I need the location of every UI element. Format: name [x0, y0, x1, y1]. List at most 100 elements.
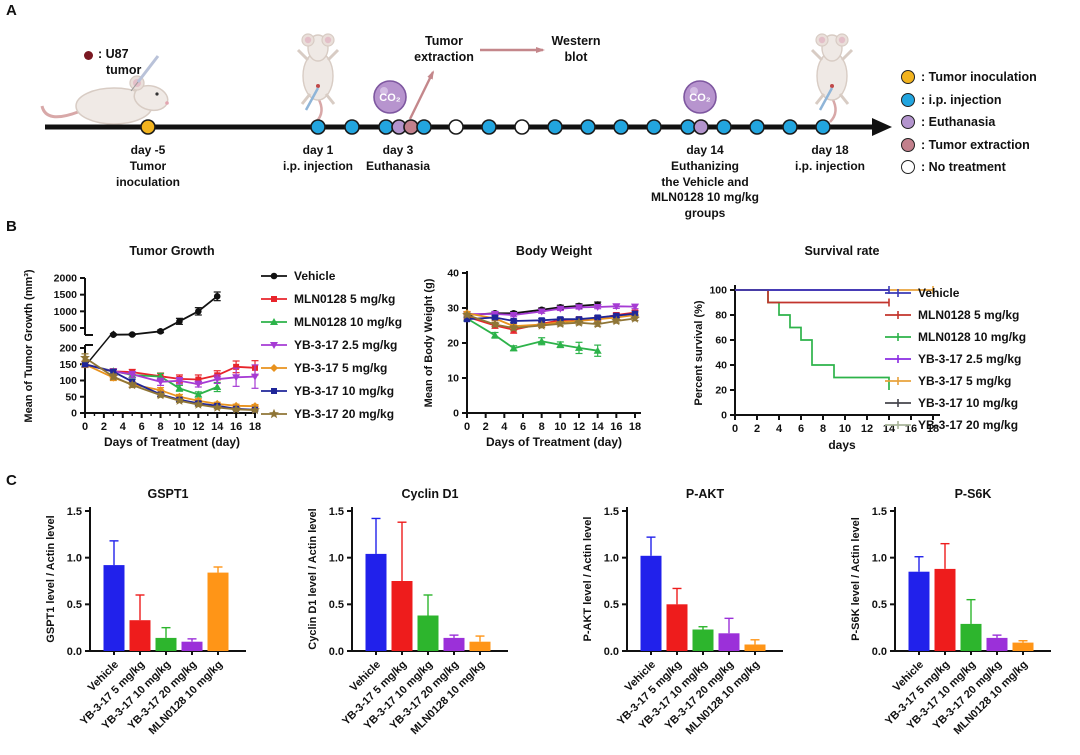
- bar-yb-3-17-20-mg-kg: [718, 617, 740, 651]
- legend-marker-censor-tick-icon: [885, 311, 911, 319]
- timeline-legend-label: : Tumor extraction: [921, 137, 1030, 152]
- legend-marker-censor-tick-icon: [885, 399, 911, 407]
- svg-text:1.5: 1.5: [329, 506, 344, 518]
- svg-text:Days of Treatment (day): Days of Treatment (day): [104, 435, 240, 449]
- svg-text:2000: 2000: [54, 273, 78, 285]
- legend-label: YB-3-17 5 mg/kg: [294, 360, 388, 375]
- svg-text:40: 40: [715, 360, 727, 372]
- u87-tumor-key: : U87 tumor: [84, 47, 141, 78]
- svg-text:8: 8: [157, 421, 163, 433]
- svg-text:16: 16: [905, 423, 917, 435]
- svg-text:Cyclin D1 level / Actin level: Cyclin D1 level / Actin level: [307, 508, 319, 649]
- svg-text:12: 12: [861, 423, 873, 435]
- legend-label: YB-3-17 10 mg/kg: [294, 383, 395, 398]
- legend-item-vehicle: Vehicle: [260, 264, 402, 287]
- western-blot-line2: blot: [564, 50, 588, 65]
- timeline-legend-item-ip-injection: : i.p. injection: [901, 89, 1037, 112]
- series-mln0128-5-mg-kg: [735, 289, 890, 307]
- svg-text:Tumor Growth: Tumor Growth: [129, 244, 214, 258]
- svg-text:1.0: 1.0: [872, 552, 887, 564]
- svg-text:30: 30: [447, 303, 459, 315]
- tumor-extraction-line1: Tumor: [425, 34, 463, 48]
- svg-text:0: 0: [71, 408, 77, 420]
- timeline-legend-item-no-treatment: : No treatment: [901, 156, 1037, 179]
- svg-text:2: 2: [101, 421, 107, 433]
- svg-text:20: 20: [447, 338, 459, 350]
- cyclin-d1-chart: Cyclin D1 Cyclin D1 level / Actin level 0.…: [307, 487, 508, 737]
- timeline-dot-ip-injection: [646, 119, 662, 135]
- bar-vehicle: [640, 536, 662, 651]
- timeline-dot-ip-injection: [344, 119, 360, 135]
- bar-vehicle: [365, 517, 387, 651]
- legend-item-mln0128-5-mg-kg: MLN0128 5 mg/kg: [260, 287, 402, 310]
- timeline-legend-label: : Euthanasia: [921, 115, 996, 130]
- svg-text:14: 14: [592, 421, 605, 433]
- svg-text:Survival rate: Survival rate: [804, 244, 879, 258]
- legend-label: MLN0128 5 mg/kg: [294, 291, 396, 306]
- timeline-dot-ip-injection: [580, 119, 596, 135]
- tumor-growth-legend: Vehicle MLN0128 5 mg/kg MLN0128 10 mg/kg YB…: [260, 264, 402, 425]
- euthanasia-dot-icon: [901, 115, 915, 130]
- svg-text:16: 16: [610, 421, 622, 433]
- timeline-legend-item-tumor-inoculation: : Tumor inoculation: [901, 66, 1037, 89]
- legend-marker-square-icon: [261, 387, 287, 394]
- u87-label-line2: tumor: [106, 62, 142, 77]
- svg-text:6: 6: [139, 421, 145, 433]
- svg-text:2: 2: [754, 423, 760, 435]
- legend-marker-diamond-icon: [261, 363, 287, 372]
- tumor-extraction-arrow-icon: [408, 70, 435, 120]
- legend-label: YB-3-17 20 mg/kg: [294, 406, 395, 421]
- timeline-dot-no-treatment: [514, 119, 530, 135]
- svg-text:0: 0: [82, 421, 88, 433]
- legend-label: YB-3-17 2.5 mg/kg: [294, 337, 398, 352]
- legend-item-yb-3-17-5-mg-kg: YB-3-17 5 mg/kg: [260, 356, 402, 379]
- p-akt-chart: P-AKT P-AKT level / Actin level 0.0 0.5 1.0 1…: [582, 487, 783, 737]
- legend-label: Vehicle: [294, 268, 336, 283]
- svg-text:10: 10: [839, 423, 851, 435]
- legend-marker-triangle-down-icon: [261, 341, 287, 349]
- bar-vehicle: [103, 540, 125, 651]
- legend-marker-censor-tick-icon: [885, 333, 911, 341]
- panel-b-label: B: [6, 218, 17, 235]
- svg-text:1500: 1500: [54, 289, 78, 301]
- timeline-dot-no-treatment: [448, 119, 464, 135]
- bar-mln0128-10-mg-kg: [469, 635, 491, 651]
- mouse-top-icon: [296, 33, 340, 123]
- timeline-dot-euthanasia: [693, 119, 709, 135]
- svg-text:Mean of Tumor Growth (mm³): Mean of Tumor Growth (mm³): [23, 269, 35, 423]
- svg-text:10: 10: [554, 421, 566, 433]
- timeline-legend-item-euthanasia: : Euthanasia: [901, 111, 1037, 134]
- svg-text:GSPT1: GSPT1: [148, 487, 189, 501]
- no-treatment-dot-icon: [901, 160, 915, 175]
- bar-yb-3-17-20-mg-kg: [443, 634, 465, 651]
- bar-mln0128-10-mg-kg: [744, 639, 766, 651]
- bar-mln0128-10-mg-kg: [1012, 640, 1034, 651]
- timeline-dot-ip-injection: [378, 119, 394, 135]
- timeline-dot-tumor-extraction: [403, 119, 419, 135]
- timeline-arrowhead-icon: [872, 118, 892, 136]
- svg-text:12: 12: [573, 421, 585, 433]
- svg-text:Body Weight: Body Weight: [516, 244, 593, 258]
- u87-dot-icon: [84, 51, 93, 60]
- timeline-dot-ip-injection: [416, 119, 432, 135]
- timeline-dot-ip-injection: [613, 119, 629, 135]
- series-yb-3-17-20-mg-kg: [80, 352, 260, 415]
- svg-text:16: 16: [230, 421, 242, 433]
- svg-text:CO₂: CO₂: [689, 92, 711, 104]
- milestone-day-1: day 1 i.p. injection: [282, 143, 353, 173]
- mouse-top-icon: [810, 33, 854, 123]
- svg-text:0: 0: [721, 410, 727, 422]
- legend-item-mln0128-10-mg-kg: MLN0128 10 mg/kg: [260, 310, 402, 333]
- ip-injection-dot-icon: [901, 92, 915, 107]
- milestone-day-18: day 18 i.p. injection: [794, 143, 865, 173]
- svg-text:0: 0: [453, 408, 459, 420]
- gspt1-chart: GSPT1 GSPT1 level / Actin level 0.0 0.5 1.0 1…: [45, 487, 246, 737]
- timeline-legend-label: : Tumor inoculation: [921, 70, 1037, 85]
- milestone-day-3: day 3 Euthanasia: [365, 143, 431, 173]
- svg-text:1.5: 1.5: [67, 506, 82, 518]
- svg-text:0.5: 0.5: [872, 599, 887, 611]
- svg-text:1.5: 1.5: [872, 506, 887, 518]
- svg-text:P-S6K level / Actin level: P-S6K level / Actin level: [850, 517, 862, 641]
